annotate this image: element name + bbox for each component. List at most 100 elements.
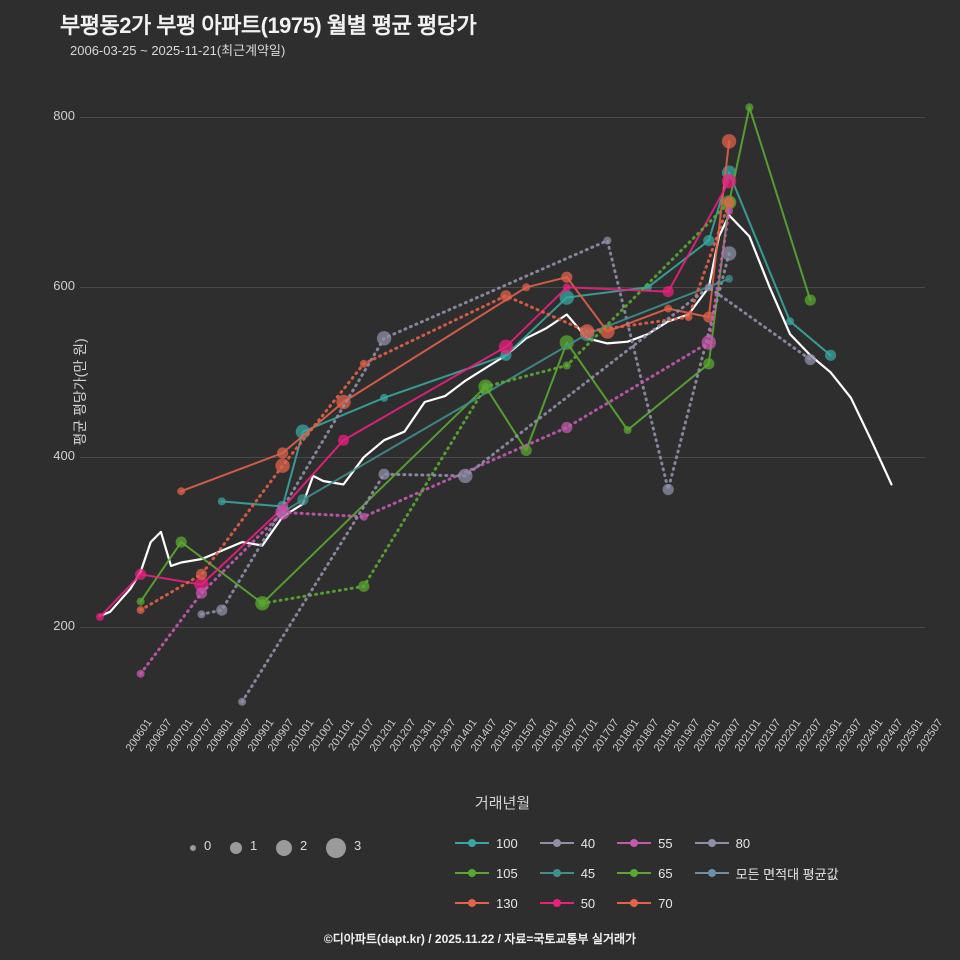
data-point (96, 612, 104, 621)
data-point (238, 697, 247, 706)
series-55 (136, 206, 734, 678)
data-point (662, 483, 674, 496)
data-point (378, 468, 390, 480)
data-point (703, 235, 715, 247)
data-point (359, 359, 368, 368)
legend-label: 105 (496, 865, 518, 881)
data-point (297, 494, 309, 506)
legend-item-55[interactable]: 55 (617, 828, 673, 858)
data-point (258, 599, 267, 608)
series-40 (197, 236, 737, 619)
legend-swatch (694, 837, 729, 849)
legend-label: 50 (580, 895, 596, 911)
data-point (217, 497, 226, 506)
y-axis-label: 평균 평당가(만 원) (72, 338, 88, 446)
data-point (195, 587, 208, 599)
legend-size-label: 3 (354, 838, 362, 853)
data-point (725, 274, 734, 283)
data-point (721, 174, 737, 189)
data-point (559, 290, 574, 305)
data-point (579, 324, 595, 339)
data-point (136, 606, 145, 615)
legend-series-list: 100 105 130 40 45 50 55 65 70 80 모든 면적대 평균값 (455, 828, 839, 918)
y-tick-label: 400 (53, 448, 75, 464)
data-point (562, 283, 571, 292)
legend-item-70[interactable]: 70 (617, 888, 673, 918)
x-axis-label: 거래년월 (474, 795, 531, 812)
legend-item-40[interactable]: 40 (539, 828, 596, 858)
legend-swatch (455, 837, 489, 849)
legend-item-50[interactable]: 50 (539, 888, 596, 918)
data-point (135, 568, 147, 580)
data-point (500, 290, 512, 302)
series-80 (238, 283, 816, 706)
data-point (723, 196, 735, 208)
data-point (603, 236, 612, 245)
data-point (701, 335, 716, 350)
page-title: 부평동2가 부평 아파트(1975) 월별 평균 평당가 (60, 13, 477, 38)
data-point (136, 669, 145, 678)
data-point (337, 434, 350, 446)
legend-item-100[interactable]: 100 (455, 828, 518, 858)
series-130 (177, 134, 737, 496)
grid-line (80, 117, 925, 119)
data-point (177, 487, 186, 496)
series-line (200, 239, 731, 616)
legend-size-dot (276, 840, 292, 856)
legend-item-80[interactable]: 80 (694, 828, 839, 858)
data-point (703, 358, 715, 370)
data-point (684, 313, 693, 322)
data-point (721, 246, 737, 261)
legend-label: 65 (658, 865, 673, 881)
legend-label: 55 (658, 835, 673, 851)
legend-label: 45 (580, 865, 596, 881)
legend-swatch (694, 867, 729, 879)
legend-item-65[interactable]: 65 (617, 858, 673, 888)
data-point (358, 580, 370, 592)
data-point (275, 458, 290, 473)
data-point (522, 283, 531, 292)
grid-line (80, 287, 925, 289)
data-point (721, 134, 737, 149)
legend-swatch (617, 867, 652, 879)
legend-item-130[interactable]: 130 (455, 888, 518, 918)
legend-swatch (539, 897, 574, 909)
series-line (139, 106, 812, 605)
legend-label: 70 (658, 895, 673, 911)
data-point (562, 361, 571, 370)
legend-item-모든 면적대 평균값[interactable]: 모든 면적대 평균값 (694, 858, 839, 888)
legend-size-label: 1 (250, 838, 258, 853)
data-point (336, 394, 351, 410)
legend-size-dot (326, 838, 346, 858)
data-point (197, 610, 206, 619)
legend-item-105[interactable]: 105 (455, 858, 518, 888)
data-point (561, 421, 573, 434)
data-point (804, 294, 816, 306)
data-point (561, 271, 573, 283)
data-point (662, 286, 674, 298)
legend-size-label: 2 (300, 838, 308, 853)
data-point (520, 444, 532, 456)
series-line (139, 209, 731, 676)
legend-swatch (455, 897, 489, 909)
legend-label: 100 (496, 835, 518, 851)
series-line (139, 200, 731, 612)
legend-size-scale: 0 1 2 3 (190, 834, 430, 862)
footer-credit: ©디아파트(dapt.kr) / 2025.11.22 / 자료=국토교통부 실… (323, 932, 637, 946)
data-point (804, 353, 816, 366)
data-point (664, 304, 673, 313)
series-모든 면적대 평균값 (98, 214, 893, 618)
data-point (359, 512, 368, 521)
data-point (275, 505, 290, 520)
series-line (240, 285, 812, 704)
x-axis-ticks: 200601 200607 200701 200707 200801 200807 2009… (80, 717, 946, 797)
data-point (745, 103, 754, 112)
page-subtitle: 2006-03-25 ~ 2025-11-21(최근계약일) (70, 43, 286, 58)
series-65 (258, 196, 735, 608)
legend-item-45[interactable]: 45 (539, 858, 596, 888)
legend-label: 40 (580, 835, 596, 851)
legend-label: 모든 면적대 평균값 (735, 866, 839, 882)
data-point (825, 349, 837, 361)
data-point (277, 447, 289, 459)
